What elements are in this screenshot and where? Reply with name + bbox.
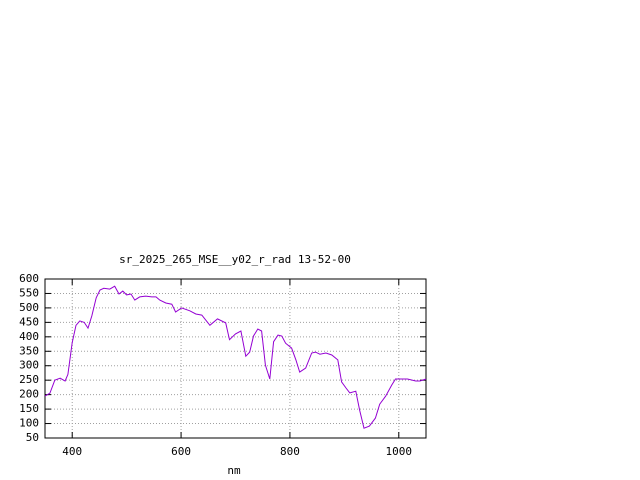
x-tick-label: 400: [62, 445, 82, 458]
y-tick-label: 300: [19, 359, 39, 372]
y-tick-label: 250: [19, 373, 39, 386]
y-tick-label: 550: [19, 286, 39, 299]
data-line: [44, 285, 427, 429]
chart-title: sr_2025_265_MSE__y02_r_rad 13-52-00: [119, 253, 351, 266]
y-tick-label: 450: [19, 315, 39, 328]
x-tick-label: 800: [280, 445, 300, 458]
y-tick-label: 200: [19, 388, 39, 401]
x-axis-label: nm: [227, 464, 241, 477]
y-tick-label: 50: [26, 431, 39, 444]
y-tick-label: 100: [19, 417, 39, 430]
x-tick-label: 600: [171, 445, 191, 458]
y-tick-label: 400: [19, 330, 39, 343]
y-tick-label: 500: [19, 301, 39, 314]
x-tick-label: 1000: [386, 445, 413, 458]
y-tick-label: 350: [19, 344, 39, 357]
plot-border: [44, 278, 427, 439]
y-tick-label: 150: [19, 402, 39, 415]
y-tick-label: 600: [19, 272, 39, 285]
